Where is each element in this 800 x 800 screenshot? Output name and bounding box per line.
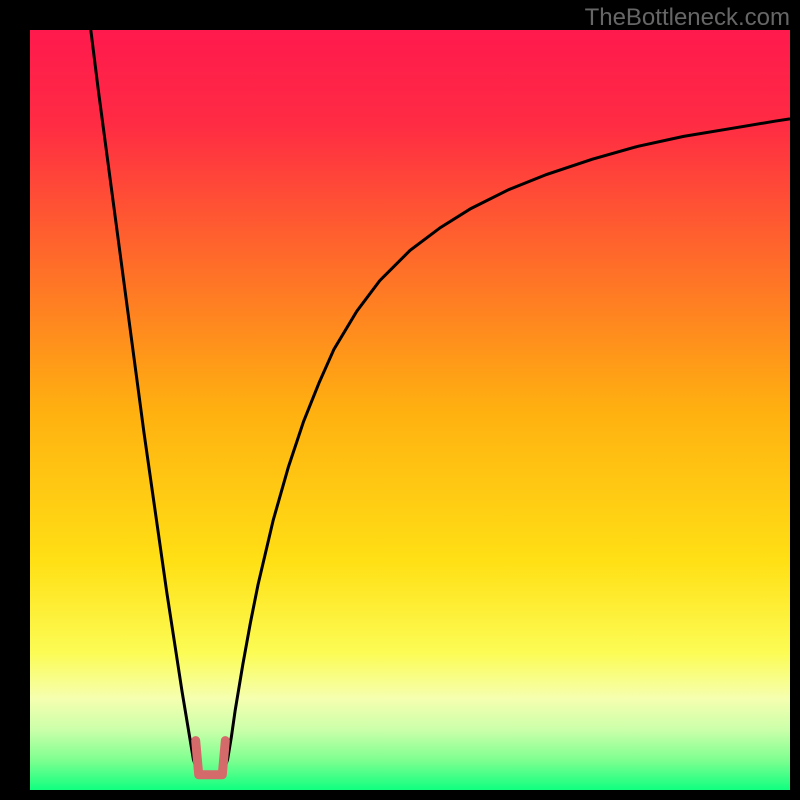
watermark-text: TheBottleneck.com xyxy=(585,4,790,32)
curve-right-branch xyxy=(224,119,790,770)
curve-left-branch xyxy=(91,30,197,770)
plot-area xyxy=(30,30,790,790)
bottleneck-curve-svg xyxy=(30,30,790,790)
optimal-u-marker xyxy=(196,741,226,775)
chart-container: TheBottleneck.com xyxy=(0,0,800,800)
